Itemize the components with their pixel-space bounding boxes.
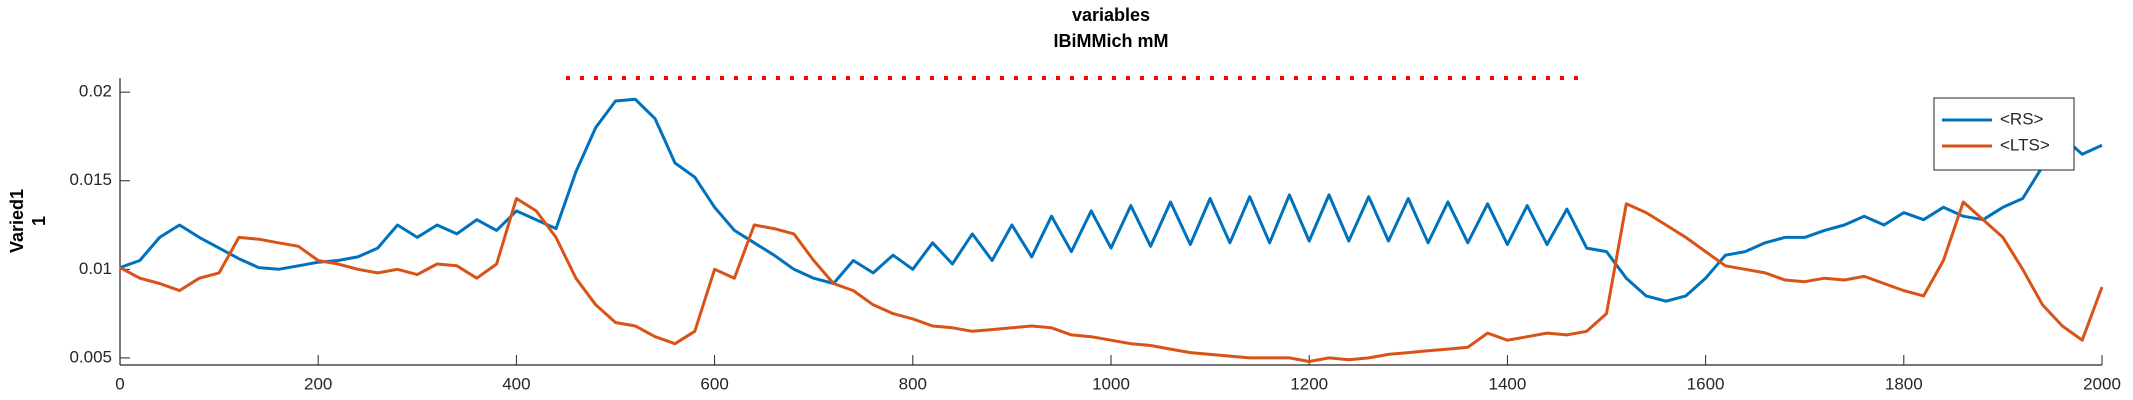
y-label-line: 1 <box>29 216 49 226</box>
x-tick-label: 1200 <box>1290 374 1328 393</box>
line-series <box>119 97 2103 303</box>
y-label-line: Varied1 <box>7 189 27 253</box>
y-tick-label: 0.01 <box>79 259 112 278</box>
x-tick-label: 1400 <box>1488 374 1526 393</box>
legend-label: <RS> <box>2000 109 2044 128</box>
x-tick-label: 1600 <box>1687 374 1725 393</box>
x-tick-label: 400 <box>502 374 530 393</box>
y-tick-label: 0.015 <box>69 170 112 189</box>
y-axis-label: Varied1 1 <box>7 189 49 253</box>
y-tick-label: 0.02 <box>79 82 112 101</box>
chart-title: variables <box>1072 5 1150 25</box>
line-series <box>119 197 2104 363</box>
y-tick-label: 0.005 <box>69 347 112 366</box>
legend-label: <LTS> <box>2000 135 2050 154</box>
x-tick-label: 200 <box>304 374 332 393</box>
chart-subtitle: IBiMMich mM <box>1054 31 1169 51</box>
x-tick-label: 800 <box>899 374 927 393</box>
x-tick-label: 0 <box>115 374 124 393</box>
x-tick-label: 2000 <box>2083 374 2121 393</box>
x-tick-label: 600 <box>700 374 728 393</box>
x-tick-label: 1800 <box>1885 374 1923 393</box>
legend: <RS> <LTS> <box>1933 97 2075 171</box>
legend-box <box>1933 97 2075 171</box>
x-tick-label: 1000 <box>1092 374 1130 393</box>
